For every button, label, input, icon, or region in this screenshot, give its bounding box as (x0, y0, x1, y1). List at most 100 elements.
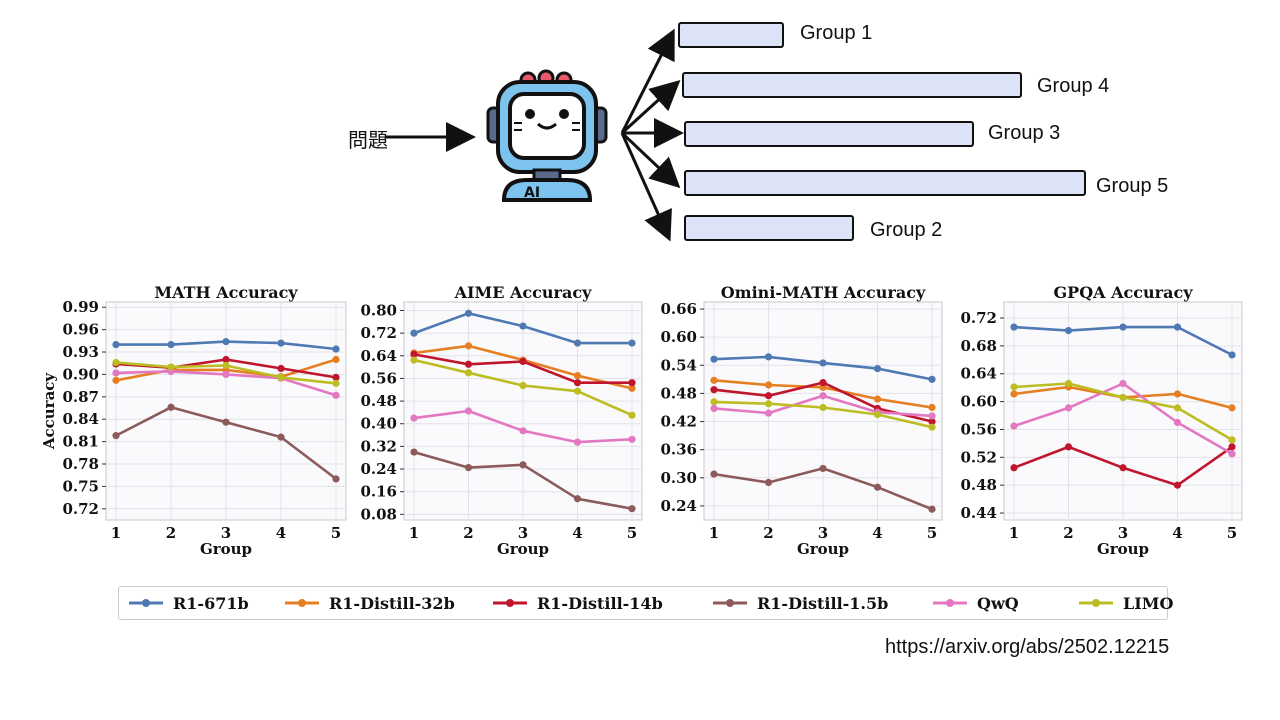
chart-1-series-r1-distill-32b-point (332, 355, 340, 364)
chart-3-xtick-label: 1 (709, 524, 719, 542)
chart-1-ytick-label: 0.99 (62, 298, 99, 316)
chart-3-ytick-label: 0.36 (660, 441, 697, 459)
chart-4-series-r1-distill-32b-point (1228, 404, 1236, 412)
chart-1-xtick-label: 5 (331, 524, 341, 542)
chart-2-series-qwq-point (519, 427, 527, 435)
chart-4-xtick-label: 3 (1118, 524, 1128, 542)
chart-4-ytick-label: 0.64 (960, 365, 997, 383)
chart-1-series-limo-point (167, 363, 175, 371)
chart-2-series-limo-point (519, 381, 527, 390)
chart-3-series-r1-distill-1-5b-point (928, 505, 936, 513)
fan-arrow-group-5 (620, 131, 681, 189)
chart-1-series-r1-671b-point (222, 337, 230, 346)
chart-1-series-r1-distill-32b-point (112, 376, 120, 384)
chart-4-ytick-label: 0.56 (960, 420, 997, 438)
chart-4-series-limo-point (1173, 404, 1182, 412)
chart-2-ytick-label: 0.08 (360, 505, 397, 523)
legend-swatch (129, 599, 163, 607)
chart-1-ytick-label: 0.75 (62, 477, 99, 495)
chart-4-series-r1-distill-32b-point (1173, 390, 1182, 398)
legend-label: R1-Distill-1.5b (757, 593, 889, 613)
chart-3-title: Omini-MATH Accuracy (721, 283, 926, 302)
chart-3-series-qwq-point (928, 412, 936, 420)
legend: R1-671b R1-Distill-32b R1-Distill-14b R1-Di… (118, 586, 1173, 620)
legend-swatch (933, 599, 967, 607)
chart-1-series-limo-point (277, 373, 285, 382)
chart-3-series-r1-distill-14b-point (764, 392, 773, 400)
chart-2-series-r1-671b-point (464, 309, 473, 317)
chart-1-ytick-label: 0.72 (62, 500, 99, 518)
chart-3-series-r1-distill-14b-point (928, 417, 936, 426)
chart-1-xtick-label: 1 (111, 524, 121, 542)
legend-item-r1-671b: R1-671b (127, 587, 249, 619)
chart-2-title: AIME Accuracy (454, 283, 592, 302)
legend-label: R1-Distill-32b (329, 593, 455, 613)
chart-3-series-r1-distill-14b-point (710, 386, 718, 394)
chart-2-series-r1-distill-32b-point (573, 372, 582, 380)
chart-4-series-limo-point (1064, 379, 1073, 388)
chart-4-title: GPQA Accuracy (1054, 283, 1194, 302)
chart-4-series-r1-671b-point (1119, 323, 1127, 331)
chart-4-series-r1-distill-14b-point (1010, 464, 1018, 472)
group-1-label: Group 1 (800, 22, 873, 44)
chart-2-xtick-label: 5 (627, 524, 637, 542)
chart-1-ytick-label: 0.81 (62, 433, 99, 451)
chart-4-series-qwq-point (1173, 418, 1182, 427)
chart-4-series-r1-671b-point (1173, 323, 1182, 331)
chart-1-series-r1-distill-1-5b-point (112, 432, 120, 440)
diagram-arrows (385, 28, 684, 242)
chart-1-series-qwq-point (112, 369, 120, 377)
group-2-label: Group 2 (870, 219, 943, 241)
chart-3-ytick-label: 0.42 (660, 413, 697, 431)
chart-2-ytick-label: 0.48 (360, 392, 397, 410)
chart-2-series-r1-distill-1-5b-point (573, 495, 582, 503)
chart-2-series-r1-distill-14b-point (573, 379, 582, 387)
chart-4-series-qwq-point (1228, 450, 1236, 458)
chart-2-series-r1-distill-14b-point (410, 350, 418, 358)
chart-4-series-r1-distill-14b-point (1173, 481, 1182, 489)
chart-4-series-r1-distill-14b-point (1064, 443, 1073, 451)
legend-item-qwq: QwQ (931, 587, 1019, 619)
chart-1-series-r1-distill-1-5b-point (167, 403, 175, 411)
chart-1-series-limo-point (332, 379, 340, 387)
chart-2-ytick-label: 0.40 (360, 415, 397, 433)
chart-2-series-r1-671b-point (573, 339, 582, 347)
group-3-bar (684, 121, 974, 147)
chart-3-series-r1-distill-32b-point (764, 381, 773, 389)
fan-arrow-group-2 (620, 132, 672, 242)
legend-label: LIMO (1123, 593, 1174, 613)
legend-swatch (285, 599, 319, 607)
chart-2-series-r1-distill-1-5b-point (464, 464, 473, 472)
chart-1-series-r1-distill-14b-point (222, 355, 230, 364)
legend-label: QwQ (977, 593, 1019, 613)
chart-4-series-r1-671b-point (1064, 326, 1073, 335)
chart-3-ytick-label: 0.24 (660, 497, 697, 515)
chart-3-series-limo-point (710, 398, 718, 406)
chart-1-ytick-label: 0.87 (62, 388, 99, 406)
chart-4-series-r1-distill-14b-point (1228, 443, 1236, 451)
group-4-bar (682, 72, 1022, 98)
group-5-bar (684, 170, 1086, 196)
chart-2-series-r1-distill-1-5b-point (410, 448, 418, 456)
chart-2-xlabel: Group (497, 540, 549, 558)
chart-2-series-r1-distill-1-5b-point (519, 461, 527, 469)
group-3-label: Group 3 (988, 122, 1061, 144)
charts-svg: 0.72 0.75 0.78 0.81 0.84 0.87 0.90 0.93 0.96 0.99… (40, 283, 1243, 558)
fan-arrow-group-1 (620, 28, 675, 134)
group-1-bar (678, 22, 784, 48)
chart-1-series-r1-distill-1-5b-point (277, 433, 285, 441)
chart-3-series-r1-distill-32b-point (873, 395, 882, 403)
chart-3-ytick-label: 0.48 (660, 384, 697, 402)
chart-2-ytick-label: 0.24 (360, 460, 397, 478)
chart-4-ytick-label: 0.48 (960, 476, 997, 494)
chart-4-ytick-label: 0.44 (960, 504, 997, 522)
chart-3-series-limo-point (928, 423, 936, 431)
chart-1-series-r1-671b-point (277, 339, 285, 347)
chart-4-series-limo-point (1010, 383, 1018, 391)
chart-2-xtick-label: 3 (518, 524, 528, 542)
chart-1-ytick-label: 0.90 (62, 365, 99, 383)
chart-2-series-qwq-point (628, 435, 636, 443)
legend-item-r1-distill-14b: R1-Distill-14b (491, 587, 663, 619)
chart-2-series-qwq-point (464, 407, 473, 415)
chart-3-series-limo-point (819, 403, 827, 412)
